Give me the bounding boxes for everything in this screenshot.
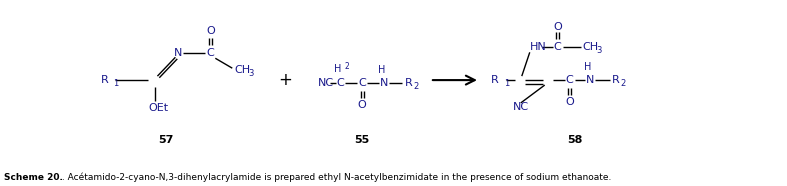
Text: C: C <box>566 75 574 85</box>
Text: NC: NC <box>513 102 529 112</box>
Text: N: N <box>380 78 388 88</box>
Text: R: R <box>101 75 109 85</box>
Text: CH: CH <box>582 42 599 52</box>
Text: 58: 58 <box>567 135 582 145</box>
Text: HN: HN <box>530 42 546 52</box>
Text: H: H <box>584 62 591 72</box>
Text: 2: 2 <box>344 62 349 71</box>
Text: 3: 3 <box>248 69 253 78</box>
Text: H: H <box>379 65 386 75</box>
Text: O: O <box>357 100 367 110</box>
Text: C: C <box>336 78 344 88</box>
Text: . Acétamido-2-cyano-N,3-dihenylacrylamide is prepared ethyl N-acetylbenzimidate : . Acétamido-2-cyano-N,3-dihenylacrylamid… <box>58 173 611 182</box>
Text: CH: CH <box>235 65 250 75</box>
Text: O: O <box>206 26 215 36</box>
Text: +: + <box>279 71 292 89</box>
Text: 2: 2 <box>621 79 626 88</box>
Text: R: R <box>491 75 499 85</box>
Text: NC: NC <box>318 78 334 88</box>
Text: 1: 1 <box>504 79 509 88</box>
Text: C: C <box>554 42 562 52</box>
Text: C: C <box>358 78 366 88</box>
Text: 57: 57 <box>157 135 173 145</box>
Text: N: N <box>174 48 183 58</box>
Text: Scheme 20.: Scheme 20. <box>4 173 62 182</box>
Text: O: O <box>565 97 574 107</box>
Text: OEt: OEt <box>149 103 168 113</box>
Text: H: H <box>334 64 342 74</box>
Text: N: N <box>586 75 594 85</box>
Text: R: R <box>405 78 412 88</box>
Text: 1: 1 <box>113 79 119 88</box>
Text: 55: 55 <box>354 135 370 145</box>
Text: C: C <box>206 48 214 58</box>
Text: 3: 3 <box>597 46 602 55</box>
Text: R: R <box>611 75 619 85</box>
Text: O: O <box>553 23 562 33</box>
Text: 2: 2 <box>413 82 418 91</box>
